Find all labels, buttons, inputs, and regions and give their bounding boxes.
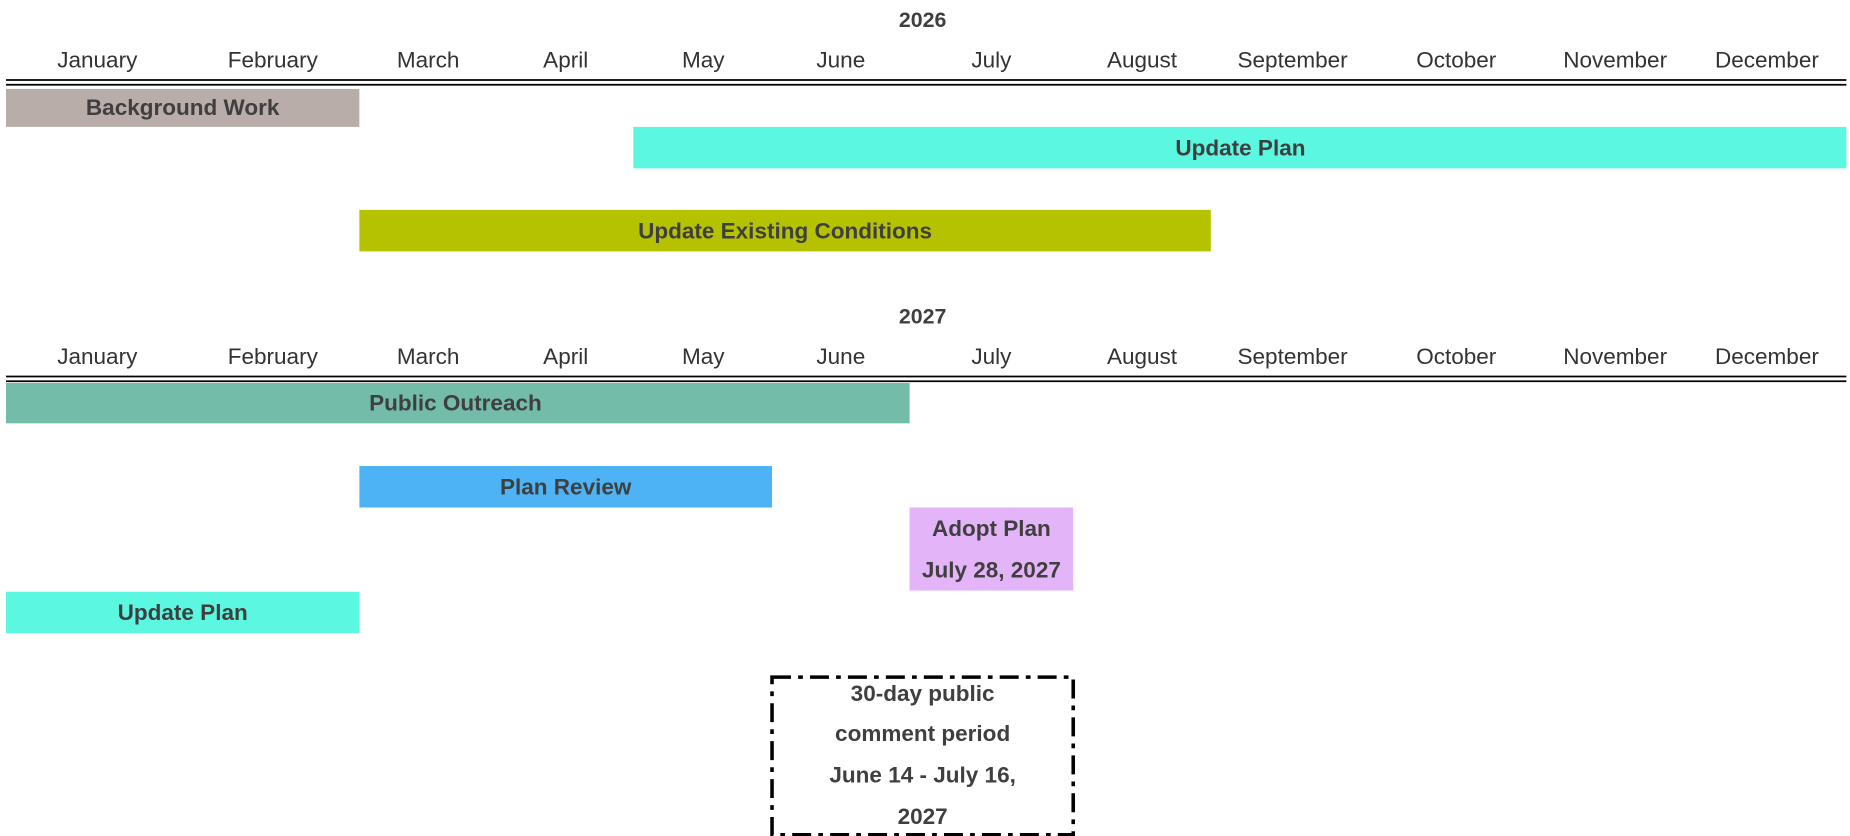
task-label: Update Plan [118, 600, 248, 625]
month-label: June [816, 48, 865, 73]
month-label: June [816, 344, 865, 369]
month-label: September [1238, 344, 1349, 369]
month-label: February [228, 48, 319, 73]
task-bar [633, 126, 1847, 169]
task-label: Public Outreach [369, 390, 542, 415]
month-label: January [57, 48, 138, 73]
month-label: July [971, 344, 1012, 369]
month-label: November [1563, 344, 1667, 369]
month-label: August [1107, 48, 1178, 73]
year-label: 2026 [899, 8, 947, 32]
month-label: March [397, 344, 460, 369]
task-label: Update Existing Conditions [638, 218, 932, 243]
month-label: March [397, 48, 460, 73]
task-label: Adopt Plan [932, 516, 1051, 541]
month-label: December [1715, 344, 1819, 369]
task-bar [909, 507, 1074, 591]
note-box [770, 675, 1076, 836]
month-label: October [1416, 48, 1497, 73]
task-bar [359, 209, 1211, 252]
month-label: April [543, 344, 588, 369]
note-text: 30-day public [851, 681, 995, 706]
task-label: July 28, 2027 [922, 558, 1061, 583]
month-label: July [971, 48, 1012, 73]
task-label: Plan Review [500, 475, 632, 500]
task-bar [359, 466, 773, 508]
task-bar [5, 591, 360, 634]
note-text: comment period [835, 721, 1010, 746]
note-text: 2027 [898, 804, 948, 829]
month-label: January [57, 344, 138, 369]
year-label: 2027 [899, 304, 946, 328]
month-label: December [1715, 48, 1819, 73]
month-label: April [543, 48, 588, 73]
task-bar [5, 88, 360, 127]
month-label: May [682, 48, 725, 73]
month-label: October [1416, 344, 1497, 369]
month-label: September [1238, 48, 1349, 73]
task-label: Update Plan [1175, 135, 1305, 160]
month-label: May [682, 344, 725, 369]
task-bar [5, 383, 910, 424]
month-label: August [1107, 344, 1178, 369]
month-label: November [1563, 48, 1667, 73]
month-label: February [228, 344, 319, 369]
task-label: Background Work [86, 95, 280, 120]
note-text: June 14 - July 16, [829, 763, 1015, 788]
